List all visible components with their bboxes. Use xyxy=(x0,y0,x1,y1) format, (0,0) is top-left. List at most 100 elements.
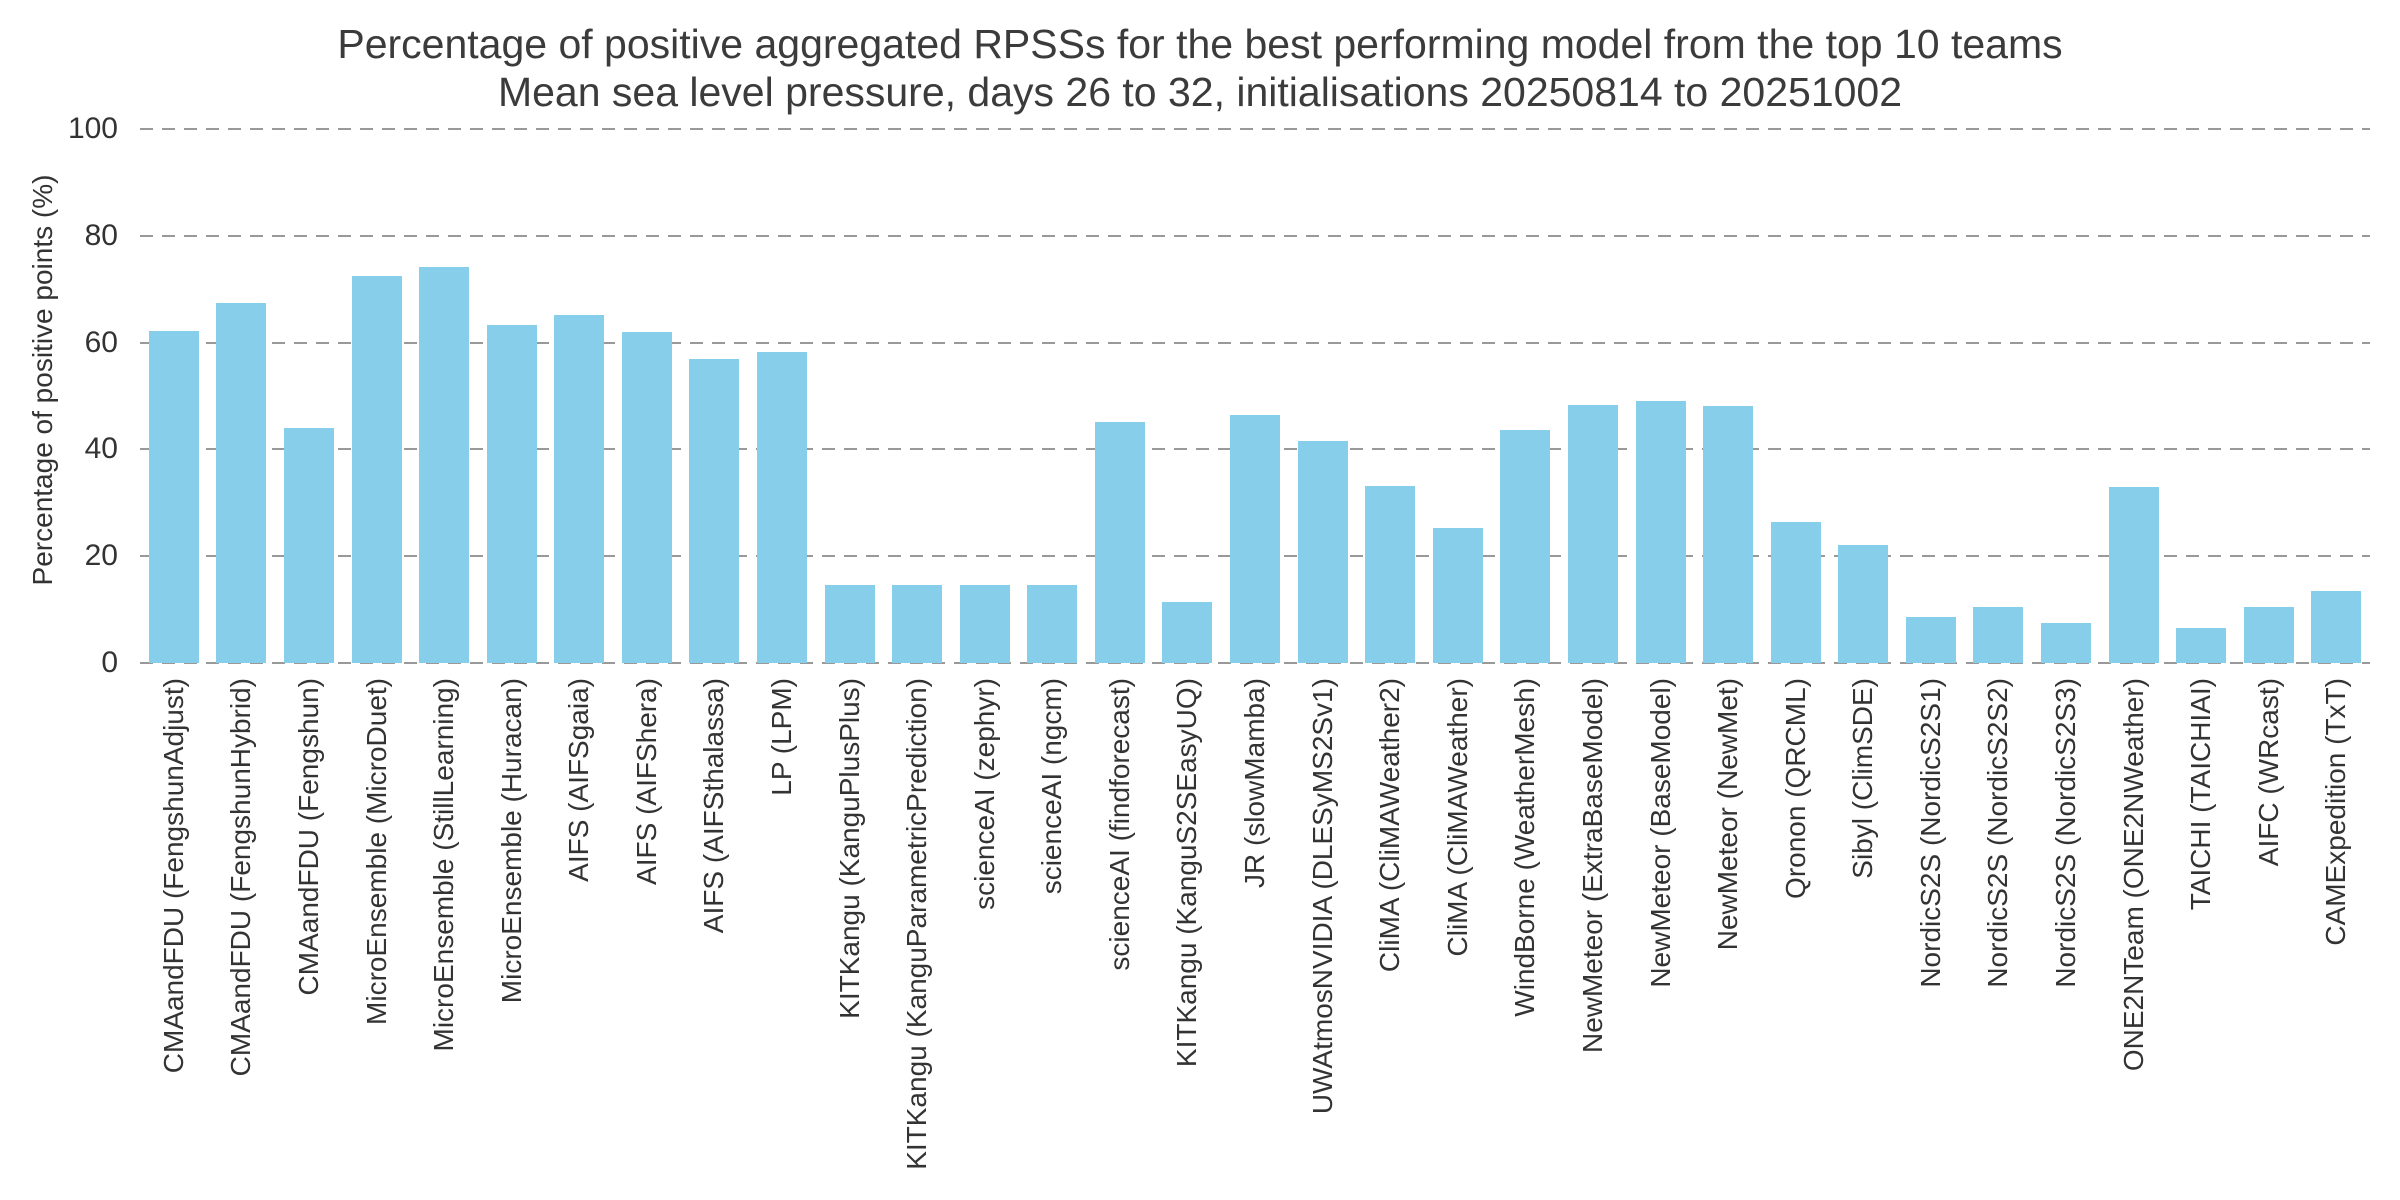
gridline-0 xyxy=(140,662,2370,664)
x-tick-label: scienceAI (zephyr) xyxy=(968,678,1000,910)
x-tick-label: NewMeteor (BaseModel) xyxy=(1644,678,1676,988)
x-tick-label: MicroEnsemble (StillLearning) xyxy=(428,678,460,1052)
bar-cell xyxy=(2032,129,2100,663)
x-label-cell: KITKangu (KanguS2SEasyUQ) xyxy=(1154,678,1222,1067)
bar-cell xyxy=(2235,129,2303,663)
y-tick-label-100: 100 xyxy=(67,112,118,145)
x-tick-label: NordicS2S (NordicS2S1) xyxy=(1914,678,1946,988)
bar-cell xyxy=(1762,129,1830,663)
bar-scienceAI (zephyr) xyxy=(959,584,1010,663)
bar-AIFS (AIFShera) xyxy=(621,331,672,663)
bar-TAICHI (TAICHIAI) xyxy=(2176,628,2227,663)
chart-subtitle: Mean sea level pressure, days 26 to 32, … xyxy=(497,69,1903,116)
x-label-cell: KITKangu (KanguParametricPrediction) xyxy=(883,678,951,1170)
x-tick-label: CliMA (CliMAWeather2) xyxy=(1374,678,1406,973)
bar-MicroEnsemble (Huracan) xyxy=(486,324,537,663)
bar-NordicS2S (NordicS2S1) xyxy=(1905,616,1956,663)
plot-area: 0 20 40 60 80 100 xyxy=(68,114,2370,678)
x-tick-label: NewMeteor (NewMet) xyxy=(1712,678,1744,951)
bar-cell xyxy=(343,129,411,663)
bar-scienceAI (findforecast) xyxy=(1094,421,1145,663)
x-label-cell: KITKangu (KanguPlusPlus) xyxy=(816,678,884,1019)
x-tick-label: ONE2NTeam (ONE2NWeather) xyxy=(2117,678,2149,1072)
x-label-cell: UWAtmosNVIDIA (DLESyMS2Sv1) xyxy=(1289,678,1357,1114)
x-tick-label: AIFS (AIFShera) xyxy=(630,678,662,885)
x-label-cell: MicroEnsemble (Huracan) xyxy=(478,678,546,1003)
x-label-cell: NewMeteor (ExtraBaseModel) xyxy=(1559,678,1627,1053)
bar-ONE2NTeam (ONE2NWeather) xyxy=(2108,487,2159,663)
y-tick-label-40: 40 xyxy=(84,432,118,466)
x-label-cell: WindBorne (WeatherMesh) xyxy=(1492,678,1560,1017)
x-label-cell: NordicS2S (NordicS2S3) xyxy=(2032,678,2100,988)
bar-cell xyxy=(1559,129,1627,663)
x-tick-label: CliMA (CliMAWeather) xyxy=(1441,678,1473,957)
bar-KITKangu (KanguS2SEasyUQ) xyxy=(1162,601,1213,663)
bar-cell xyxy=(208,129,276,663)
bar-cell xyxy=(1019,129,1087,663)
bar-cell xyxy=(748,129,816,663)
x-label-cell: scienceAI (findforecast) xyxy=(1086,678,1154,971)
gridline-80 xyxy=(140,234,2370,237)
x-tick-label: CMAandFDU (FengshunHybrid) xyxy=(225,678,257,1077)
gridline-60 xyxy=(140,341,2370,344)
bar-cell xyxy=(1154,129,1222,663)
bar-cell xyxy=(1897,129,1965,663)
bar-cell xyxy=(1965,129,2033,663)
bar-JR (slowMamba) xyxy=(1230,415,1281,663)
bar-NordicS2S (NordicS2S3) xyxy=(2040,622,2091,663)
x-label-cell: scienceAI (ngcm) xyxy=(1019,678,1087,894)
bar-cell xyxy=(1829,129,1897,663)
bar-Sibyl (ClimSDE) xyxy=(1838,545,1889,663)
bar-CAMExpedition (TxT) xyxy=(2311,591,2362,663)
x-label-cell: scienceAI (zephyr) xyxy=(951,678,1019,910)
bar-CMAandFDU (FengshunAdjust) xyxy=(148,330,199,663)
x-tick-label: KITKangu (KanguS2SEasyUQ) xyxy=(1171,678,1203,1068)
bar-cell xyxy=(1694,129,1762,663)
x-tick-label: KITKangu (KanguPlusPlus) xyxy=(833,678,865,1019)
bar-cell xyxy=(1492,129,1560,663)
x-axis-label-row: CMAandFDU (FengshunAdjust) CMAandFDU (Fen… xyxy=(140,678,2370,1170)
bar-Qronon (QRCML) xyxy=(1770,522,1821,663)
x-label-cell: CAMExpedition (TxT) xyxy=(2303,678,2371,946)
x-tick-label: CMAandFDU (Fengshun) xyxy=(292,678,324,996)
x-tick-label: UWAtmosNVIDIA (DLESyMS2Sv1) xyxy=(1306,678,1338,1115)
x-label-cell: MicroEnsemble (MicroDuet) xyxy=(343,678,411,1025)
bar-cell xyxy=(140,129,208,663)
bar-AIFC (WRcast) xyxy=(2243,606,2294,663)
bar-cell xyxy=(2303,129,2371,663)
gridline-100 xyxy=(140,128,2370,130)
x-label-cell: MicroEnsemble (StillLearning) xyxy=(410,678,478,1051)
x-label-cell: CliMA (CliMAWeather2) xyxy=(1356,678,1424,972)
x-tick-label: NordicS2S (NordicS2S2) xyxy=(1982,678,2014,988)
x-tick-label: Qronon (QRCML) xyxy=(1779,678,1811,899)
x-tick-label: AIFS (AIFSthalassa) xyxy=(698,678,730,934)
bar-cell xyxy=(613,129,681,663)
bar-KITKangu (KanguParametricPrediction) xyxy=(892,584,943,663)
x-label-cell: AIFS (AIFShera) xyxy=(613,678,681,885)
bar-MicroEnsemble (StillLearning) xyxy=(419,266,470,663)
bar-AIFS (AIFSthalassa) xyxy=(689,359,740,663)
bar-cell xyxy=(410,129,478,663)
x-tick-label: TAICHI (TAICHIAI) xyxy=(2185,678,2217,911)
x-label-cell: NordicS2S (NordicS2S2) xyxy=(1965,678,2033,988)
bar-CMAandFDU (FengshunHybrid) xyxy=(216,303,267,663)
x-tick-label: CMAandFDU (FengshunAdjust) xyxy=(157,678,189,1074)
bar-cell xyxy=(1424,129,1492,663)
bar-cell xyxy=(951,129,1019,663)
x-tick-label: CAMExpedition (TxT) xyxy=(2320,678,2352,946)
y-tick-label-20: 20 xyxy=(84,539,118,573)
x-tick-label: NewMeteor (ExtraBaseModel) xyxy=(1576,678,1608,1054)
x-tick-label: NordicS2S (NordicS2S3) xyxy=(2049,678,2081,988)
bar-cell xyxy=(1086,129,1154,663)
chart-title-block: Percentage of positive aggregated RPSSs … xyxy=(0,20,2400,117)
bars-row xyxy=(140,129,2370,663)
x-tick-label: scienceAI (ngcm) xyxy=(1036,678,1068,895)
bar-MicroEnsemble (MicroDuet) xyxy=(351,275,402,663)
x-label-cell: ONE2NTeam (ONE2NWeather) xyxy=(2100,678,2168,1071)
bar-NewMeteor (ExtraBaseModel) xyxy=(1567,405,1618,663)
x-label-cell: CliMA (CliMAWeather) xyxy=(1424,678,1492,956)
bar-AIFS (AIFSgaia) xyxy=(554,315,605,663)
bar-cell xyxy=(1221,129,1289,663)
x-label-cell: NewMeteor (NewMet) xyxy=(1694,678,1762,950)
bar-CliMA (CliMAWeather) xyxy=(1432,527,1483,663)
